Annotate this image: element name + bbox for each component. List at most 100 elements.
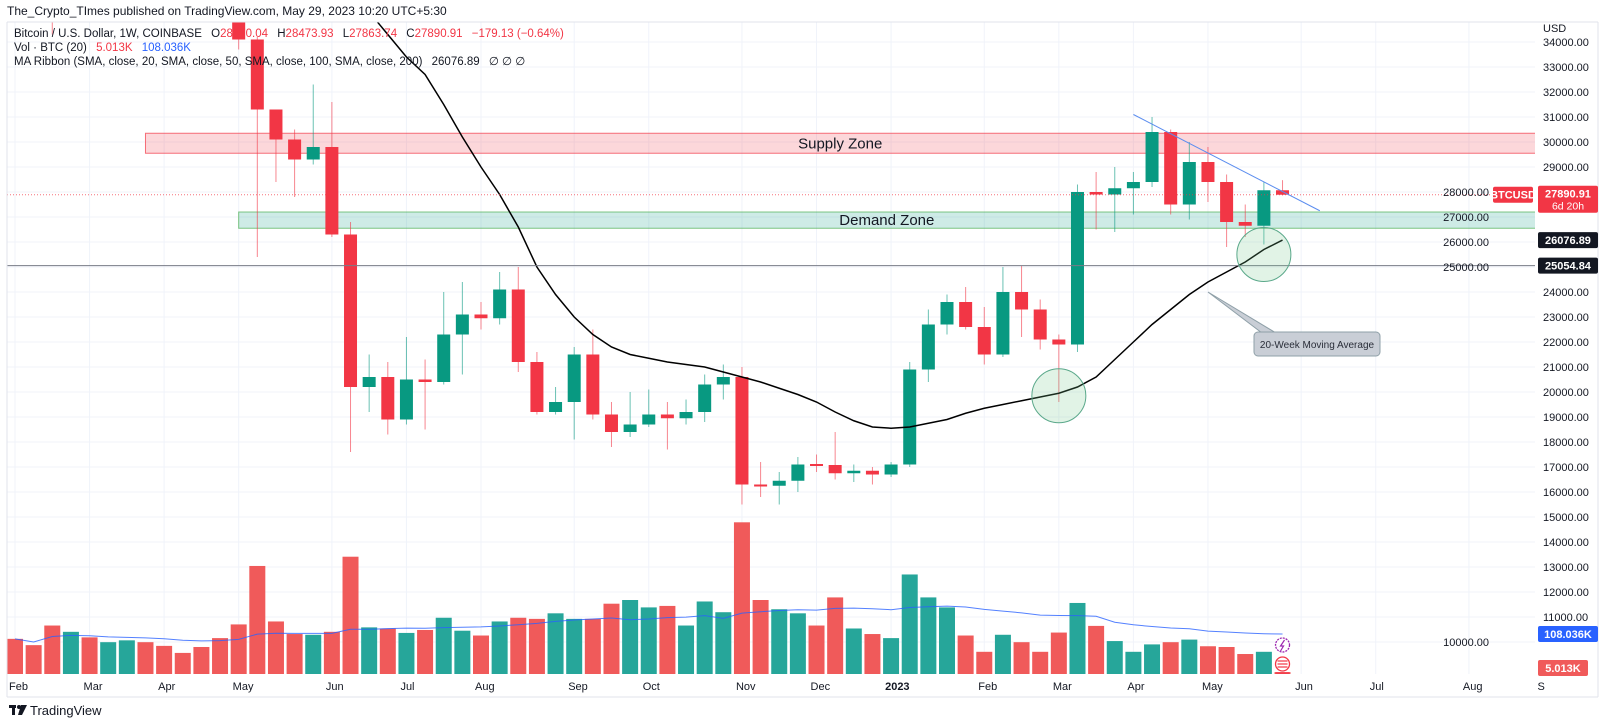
time-tick-label: Feb: [978, 681, 997, 693]
candle: [828, 432, 842, 480]
demand-zone-rect[interactable]: [238, 211, 1581, 229]
close-value: 27890.91: [415, 28, 463, 40]
candle-body: [1089, 192, 1103, 195]
candle-body: [772, 480, 786, 486]
us-flag-event-icon[interactable]: [1274, 656, 1291, 674]
price-tick-label: 25000.00: [1443, 262, 1489, 274]
candle-body: [1033, 309, 1047, 340]
symbol-tag[interactable]: BTCUSD: [1490, 186, 1536, 203]
price-tick-label: 29000.00: [1543, 162, 1589, 174]
price-tick-label: 27000.00: [1443, 212, 1489, 224]
price-tick-label: 31000.00: [1543, 112, 1589, 124]
highlight-circle[interactable]: [1031, 368, 1087, 424]
candle-body: [921, 324, 935, 370]
volume-ma-tag[interactable]: 108.036K: [1538, 626, 1598, 642]
time-axis[interactable]: Feb Mar Apr May Jun Jul Aug Sep Oct Nov Dec 2023 Feb…: [9, 681, 1545, 693]
candle-body: [1164, 132, 1178, 205]
volume-bar: [62, 631, 79, 674]
symbol-tag-text: BTCUSD: [1490, 190, 1536, 202]
candle: [1201, 147, 1215, 202]
volume-tag-text: 5.013K: [1545, 663, 1581, 675]
candle-body: [1052, 339, 1066, 345]
price-tick-label: 17000.00: [1543, 462, 1589, 474]
volume-bar: [640, 607, 657, 674]
candle: [1015, 265, 1029, 337]
open-label: O: [211, 28, 220, 40]
volume-ma-value: 108.036K: [142, 42, 192, 54]
candle-body: [250, 39, 264, 110]
volume-bar: [827, 597, 844, 674]
volume-bar: [379, 628, 396, 674]
price-tick-label: 22000.00: [1543, 337, 1589, 349]
time-tick-label: Jul: [400, 681, 414, 693]
price-tick-label: 10000.00: [1443, 637, 1489, 649]
volume-bar: [1050, 632, 1067, 674]
level-price-tag[interactable]: 25054.84: [1538, 257, 1598, 274]
low-value: 27863.74: [349, 28, 398, 40]
time-tick-label: Jun: [1295, 681, 1313, 693]
volume-bar: [1181, 639, 1198, 674]
last-price-tag-bg: [1538, 185, 1598, 213]
volume-bar: [491, 621, 508, 674]
supply-zone-rect[interactable]: [144, 132, 1580, 154]
price-axis[interactable]: USD 34000.00 33000.00 32000.00 31000.00 3000…: [1443, 23, 1589, 649]
price-tick-label: 20000.00: [1543, 387, 1589, 399]
volume-bar: [901, 574, 918, 674]
tradingview-logo[interactable]: TradingView: [9, 703, 102, 718]
time-tick-label: Aug: [475, 681, 495, 693]
candle-body: [604, 414, 618, 432]
candle-body: [549, 402, 563, 412]
volume-bar: [808, 625, 825, 674]
lightning-event-icon[interactable]: [1274, 637, 1291, 653]
volume-bar: [603, 603, 620, 674]
ma-price-tag[interactable]: 26076.89: [1538, 232, 1598, 249]
volume-bar: [305, 634, 322, 674]
candle: [232, 22, 246, 50]
price-tick-label: 16000.00: [1543, 487, 1589, 499]
candle: [735, 367, 749, 505]
price-tick-label: 19000.00: [1543, 412, 1589, 424]
highlight-circle[interactable]: [1236, 227, 1292, 282]
volume-bar: [696, 601, 713, 674]
ma20-line: [376, 22, 1283, 430]
candle: [306, 84, 320, 165]
candle-body: [306, 147, 320, 160]
candle-body: [1201, 162, 1215, 182]
volume-bar: [1013, 642, 1030, 674]
ma-ribbon-title[interactable]: MA Ribbon (SMA, close, 20, SMA, close, 5…: [14, 56, 423, 68]
candles: [51, 22, 1290, 505]
volume-bar: [454, 630, 471, 674]
candle-body: [1015, 292, 1029, 310]
volume-bar: [1237, 654, 1254, 674]
candle: [847, 464, 861, 482]
time-tick-label: S: [1537, 681, 1544, 693]
plot-area[interactable]: Supply Zone Demand Zone 20-Week Moving Av…: [7, 0, 1581, 674]
level-price-tag-text: 25054.84: [1545, 261, 1592, 273]
candle: [940, 294, 954, 335]
time-tick-label: Dec: [811, 681, 831, 693]
volume-ma-tag-bg: [1538, 626, 1598, 642]
volume-title[interactable]: Vol · BTC (20): [14, 42, 87, 54]
candle: [1182, 142, 1196, 220]
candle-body: [791, 464, 805, 481]
volume-value: 5.013K: [96, 42, 133, 54]
candle-body: [418, 379, 432, 382]
candle: [959, 287, 973, 330]
volume-bar: [715, 612, 732, 674]
demand-zone[interactable]: Demand Zone: [238, 211, 1581, 229]
time-tick-label: 2023: [885, 681, 909, 693]
currency-label: USD: [1543, 23, 1566, 35]
candle-body: [1182, 162, 1196, 205]
ma-callout[interactable]: 20-Week Moving Average: [1207, 291, 1381, 357]
trendline[interactable]: [1133, 114, 1321, 212]
volume-bar: [584, 618, 601, 674]
lightning-circle: [1274, 637, 1291, 653]
candle-body: [437, 334, 451, 382]
volume-tag[interactable]: 5.013K: [1538, 660, 1588, 676]
price-tick-label: 28000.00: [1443, 187, 1489, 199]
supply-zone[interactable]: Supply Zone: [144, 132, 1580, 154]
symbol-title[interactable]: Bitcoin / U.S. Dollar, 1W, COINBASE: [14, 28, 202, 40]
candle: [362, 354, 376, 412]
